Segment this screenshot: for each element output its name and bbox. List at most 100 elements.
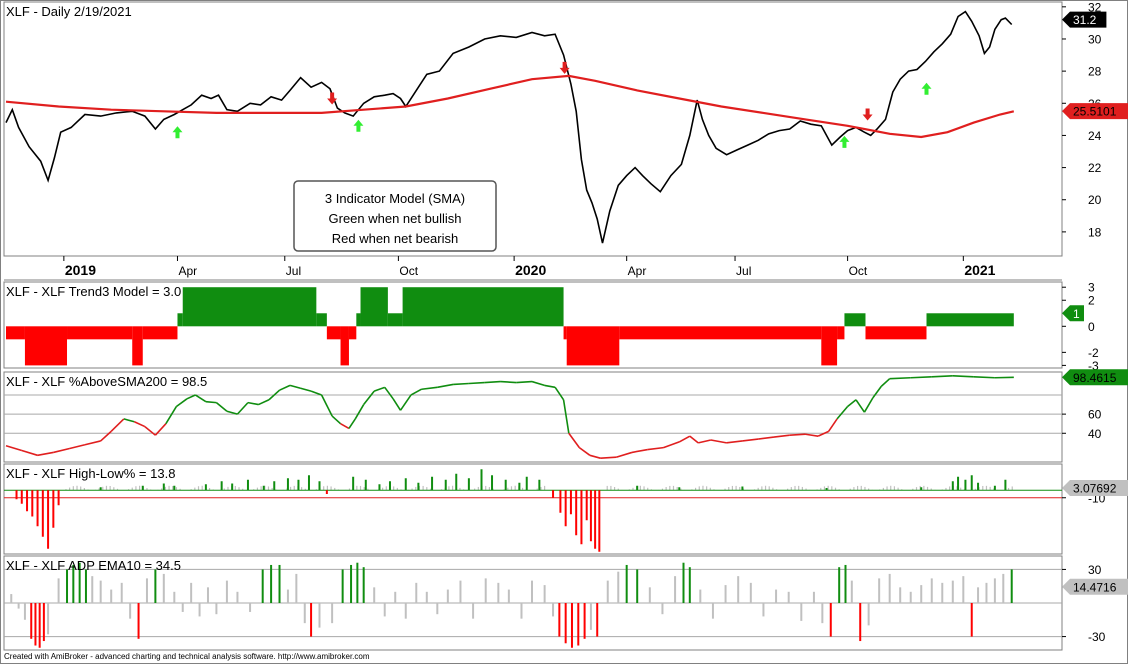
above-sma-line-segment <box>562 399 570 434</box>
trend3-title: XLF - XLF Trend3 Model = 3.0 <box>6 284 181 299</box>
above-sma-line-segment <box>279 384 291 391</box>
above-sma-line-segment <box>186 394 196 400</box>
above-sma-line-segment <box>710 439 727 444</box>
above-sma-line-segment <box>484 380 501 384</box>
above-sma-line-segment <box>836 405 849 420</box>
above-sma-line-segment <box>631 448 648 454</box>
above-sma-line-segment <box>516 380 533 384</box>
above-sma-line-segment <box>647 446 664 451</box>
trend3-bar <box>865 326 927 340</box>
above-sma-line-segment <box>410 388 422 396</box>
above-sma-line-segment <box>340 423 350 430</box>
price-y-tick-label: 20 <box>1088 193 1102 207</box>
trend3-bar <box>6 326 25 340</box>
x-tick-label: 2021 <box>964 262 995 278</box>
above-sma-line-segment <box>289 384 301 390</box>
above-sma-line-segment <box>817 430 829 437</box>
above-sma-line-segment <box>847 399 857 408</box>
adp-last-badge <box>1062 578 1128 595</box>
annotation-line: Green when net bullish <box>329 211 462 226</box>
above-sma-line-segment <box>175 398 188 408</box>
above-sma-line-segment <box>468 381 485 385</box>
footer-credit: Created with AmiBroker - advanced charti… <box>4 652 370 661</box>
trend3-bar <box>821 326 838 366</box>
above-sma-last-badge-group: 98.4615 <box>1062 369 1128 386</box>
price-pane-frame <box>3 1 1063 257</box>
trend3-last-badge-label: 1 <box>1073 307 1080 321</box>
price-y-tick-label: 30 <box>1088 32 1102 46</box>
above-sma-line-segment <box>258 399 270 406</box>
above-sma-line-segment <box>247 401 259 406</box>
trend3-bar <box>619 326 822 340</box>
above-sma-line-segment <box>589 454 601 459</box>
trend3-y-tick-label: 0 <box>1088 320 1095 334</box>
x-tick-label: Apr <box>628 264 647 278</box>
adp-y-tick-label: 30 <box>1088 563 1102 577</box>
above-sma-line-segment <box>310 390 322 396</box>
above-sma-line-segment <box>194 394 207 403</box>
sma200-line <box>5 74 1015 139</box>
above-sma-line-segment <box>68 443 86 450</box>
price-last-badge-group: 31.2 <box>1062 11 1107 28</box>
above-sma-line-segment <box>110 418 125 432</box>
above-sma-line-segment <box>373 386 385 392</box>
trend3-bar <box>182 287 317 327</box>
above-sma-line-segment <box>37 451 54 457</box>
x-tick-label: 2020 <box>515 262 546 278</box>
above-sma-line-segment <box>215 402 228 412</box>
price-y-tick-label: 18 <box>1088 225 1102 239</box>
above-sma-line-segment <box>226 410 238 415</box>
above-sma-line-segment <box>320 394 333 417</box>
above-sma-line-segment <box>84 440 101 446</box>
above-sma-line-segment <box>154 423 167 436</box>
trend3-pane-frame <box>3 281 1063 369</box>
above-sma-line-segment <box>544 384 556 389</box>
above-sma-line-segment <box>165 406 178 425</box>
trend3-bar <box>142 326 178 340</box>
x-tick-label: Oct <box>399 264 418 278</box>
price-y-tick-label: 22 <box>1088 161 1102 175</box>
x-tick-label: Oct <box>849 264 868 278</box>
adp-last-badge-group: 14.4716 <box>1062 578 1128 595</box>
high-low-title: XLF - XLF High-Low% = 13.8 <box>6 466 175 481</box>
annotation-line: 3 Indicator Model (SMA) <box>325 191 465 206</box>
above-sma-line-segment <box>554 386 565 401</box>
adp-last-badge-label: 14.4716 <box>1073 580 1117 594</box>
sell-arrow-marker <box>559 61 570 74</box>
above-sma-line-segment <box>910 375 932 379</box>
price-line <box>5 10 1013 244</box>
above-sma-line-segment <box>726 440 743 444</box>
sma-last-badge <box>1062 103 1128 120</box>
above-sma-line-segment <box>663 441 680 449</box>
above-sma-line-segment <box>53 447 70 454</box>
above-sma-line-segment <box>205 400 217 404</box>
above-sma-line-segment <box>21 449 38 457</box>
trend3-bar <box>387 313 403 327</box>
annotation-line: Red when net bearish <box>332 231 458 246</box>
above-sma-y-tick-label: 40 <box>1088 427 1102 441</box>
price-last-badge <box>1062 11 1107 28</box>
above-sma-line-segment <box>931 375 953 378</box>
above-sma-line-segment <box>973 375 995 379</box>
x-tick-label: Jul <box>286 264 301 278</box>
above-sma-line-segment <box>354 404 365 420</box>
above-sma-y-tick-label: 60 <box>1088 408 1102 422</box>
above-sma-line-segment <box>678 435 691 443</box>
above-sma-line-segment <box>500 380 517 384</box>
x-tick-label: 2019 <box>65 262 96 278</box>
high-low-last-badge-label: 3.07692 <box>1073 481 1117 495</box>
trend3-bar <box>132 326 143 366</box>
above-sma-line-segment <box>392 398 402 411</box>
trend3-bar <box>348 326 357 340</box>
trend3-bar <box>316 313 327 327</box>
adp-y-tick-label: -30 <box>1088 630 1106 644</box>
above-sma-line-segment <box>578 446 591 456</box>
trend3-bar <box>926 313 1014 327</box>
buy-arrow-marker <box>839 135 850 148</box>
annotation-box: 3 Indicator Model (SMA) Green when net bu… <box>293 180 497 252</box>
above-sma-line-segment <box>363 390 375 406</box>
trend3-bar <box>402 287 564 327</box>
price-y-tick-label: 32 <box>1088 0 1102 14</box>
above-sma-line-segment <box>144 425 156 436</box>
